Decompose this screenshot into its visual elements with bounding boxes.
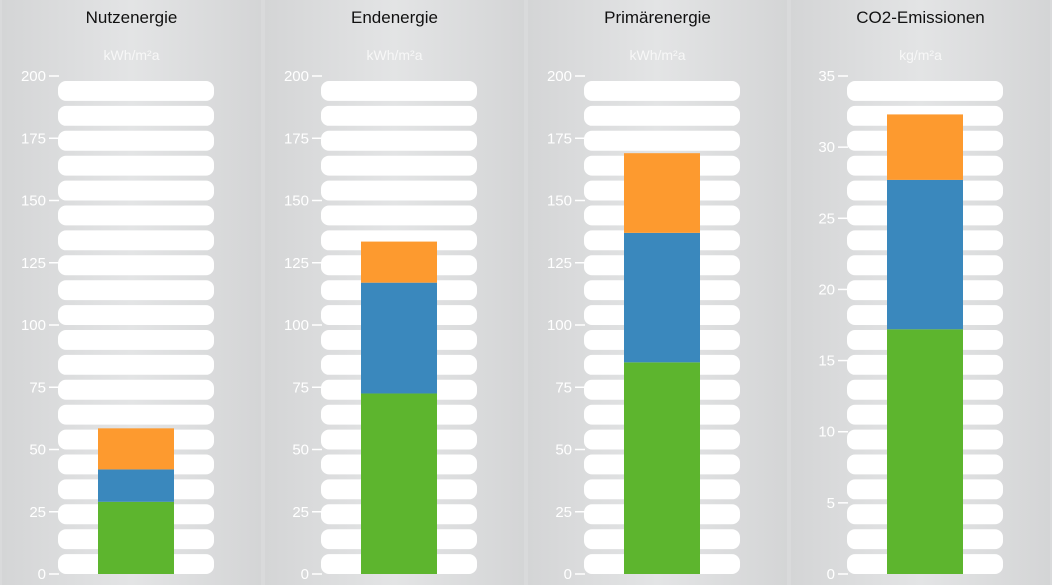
grid-strip: [58, 280, 214, 301]
y-tick-label: 100: [547, 317, 572, 334]
y-tick-label: 150: [547, 193, 572, 210]
chart-unit-label: kg/m²a: [899, 47, 942, 63]
grid-strip: [58, 230, 214, 251]
y-tick-label: 150: [21, 193, 46, 210]
grid-strip: [58, 105, 214, 126]
y-tick-label: 100: [21, 317, 46, 334]
grid-strip: [58, 330, 214, 350]
y-tick-label: 125: [21, 255, 46, 272]
bar-segment-2: [361, 282, 437, 394]
chart-panel-nutzenergie: Nutzenergie kWh/m²a 0 25 50 75 100 125 150 175 2…: [2, 0, 261, 585]
chart-panel-co2-emissionen: CO2-Emissionen kg/m²a 0 5 10 15 20 25 30 35: [791, 0, 1050, 585]
bar-segment-2: [887, 179, 963, 330]
chart-unit-label: kWh/m²a: [103, 47, 160, 63]
grid-strip: [584, 81, 740, 101]
grid-strip: [584, 105, 740, 126]
bar-segment-1: [624, 362, 700, 574]
chart-svg: 0 25 50 75 100 125 150 175 200: [547, 68, 740, 583]
y-tick-label: 75: [292, 379, 309, 396]
y-tick-label: 50: [555, 442, 572, 459]
bar-segment-1: [98, 501, 174, 574]
chart-unit-label: kWh/m²a: [366, 47, 423, 63]
chart-svg: 0 25 50 75 100 125 150 175 200: [284, 68, 477, 583]
grid-strip: [58, 130, 214, 151]
y-tick-label: 200: [21, 68, 46, 85]
grid-strip: [321, 155, 477, 176]
y-tick-label: 50: [29, 442, 46, 459]
grid-strip: [58, 404, 214, 425]
chart-panel-primaerenergie: Primärenergie kWh/m²a 0 25 50 75 100 125 150 17…: [528, 0, 787, 585]
bar-segment-3: [361, 241, 437, 283]
y-tick-label: 75: [29, 379, 46, 396]
y-tick-label: 200: [284, 68, 309, 85]
chart-panel-endenergie: Endenergie kWh/m²a 0 25 50 75 100 125 150 175 20…: [265, 0, 524, 585]
chart-title: Endenergie: [351, 8, 438, 27]
bar-segment-2: [98, 469, 174, 502]
y-tick-label: 35: [818, 68, 835, 85]
grid-strip: [58, 379, 214, 400]
y-tick-label: 25: [555, 504, 572, 521]
y-tick-label: 5: [827, 495, 835, 512]
y-tick-label: 175: [284, 130, 309, 147]
grid-strip: [321, 130, 477, 151]
y-tick-label: 200: [547, 68, 572, 85]
y-tick-label: 150: [284, 193, 309, 210]
chart-svg: 0 25 50 75 100 125 150 175 200: [21, 68, 214, 583]
bar-segment-3: [98, 428, 174, 470]
y-tick-label: 25: [29, 504, 46, 521]
chart-title: CO2-Emissionen: [856, 8, 985, 27]
plot-group: 0 5 10 15 20 25 30 35: [818, 68, 1003, 583]
y-tick-label: 75: [555, 379, 572, 396]
y-tick-label: 15: [818, 353, 835, 370]
chart-svg: 0 5 10 15 20 25 30 35: [818, 68, 1003, 583]
plot-group: 0 25 50 75 100 125 150 175 200: [547, 68, 740, 583]
y-tick-label: 125: [284, 255, 309, 272]
y-tick-label: 175: [547, 130, 572, 147]
y-tick-label: 0: [827, 566, 835, 583]
y-tick-label: 0: [564, 566, 572, 583]
y-tick-label: 30: [818, 139, 835, 156]
y-tick-label: 25: [292, 504, 309, 521]
plot-group: 0 25 50 75 100 125 150 175 200: [21, 68, 214, 583]
bar-segment-1: [361, 393, 437, 574]
y-tick-label: 125: [547, 255, 572, 272]
grid-strip: [321, 230, 477, 251]
chart-unit-label: kWh/m²a: [629, 47, 686, 63]
grid-strip: [847, 81, 1003, 101]
grid-strip: [58, 81, 214, 101]
bar-segment-1: [887, 329, 963, 574]
bar-segment-3: [887, 114, 963, 180]
grid-strip: [321, 205, 477, 226]
grid-strip: [584, 130, 740, 151]
chart-title: Primärenergie: [604, 8, 711, 27]
grid-strip: [58, 354, 214, 375]
grid-strip: [58, 305, 214, 325]
chart-title: Nutzenergie: [85, 8, 178, 27]
grid-strip: [58, 255, 214, 276]
y-tick-label: 25: [818, 210, 835, 227]
y-tick-label: 0: [301, 566, 309, 583]
y-tick-label: 100: [284, 317, 309, 334]
y-tick-label: 20: [818, 281, 835, 298]
y-tick-label: 50: [292, 442, 309, 459]
y-tick-label: 175: [21, 130, 46, 147]
grid-strip: [58, 155, 214, 176]
y-tick-label: 10: [818, 424, 835, 441]
grid-strip: [321, 105, 477, 126]
grid-strip: [58, 205, 214, 226]
grid-strip: [321, 180, 477, 201]
y-tick-label: 0: [38, 566, 46, 583]
plot-group: 0 25 50 75 100 125 150 175 200: [284, 68, 477, 583]
grid-strip: [58, 180, 214, 201]
bar-segment-2: [624, 232, 700, 363]
grid-strip: [321, 81, 477, 101]
bar-segment-3: [624, 153, 700, 233]
